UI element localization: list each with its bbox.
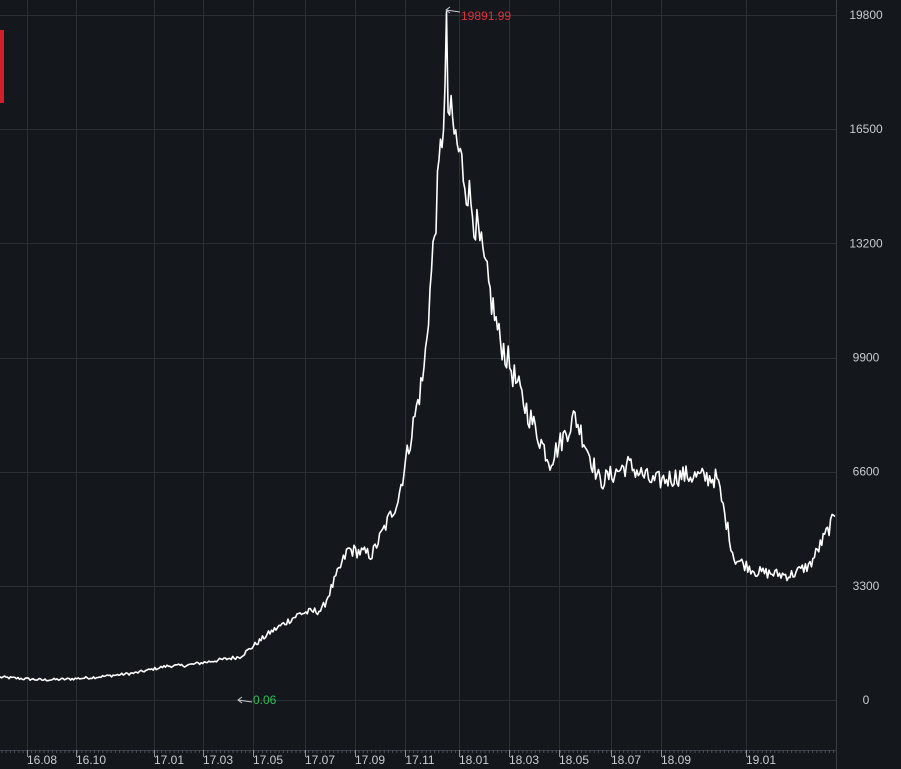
x-tick-label: 18.07 [611,753,641,767]
left-edge-indicator [0,30,4,103]
x-tick-label: 16.08 [27,753,57,767]
y-tick-label: 16500 [849,122,883,136]
x-tick-label: 18.01 [459,753,489,767]
max-annotation-arrow [445,6,461,14]
left-edge-marker [0,30,4,103]
series-layer [0,11,836,682]
series-line [0,11,836,682]
x-tick-label: 17.05 [253,753,283,767]
y-tick-label: 3300 [853,579,880,593]
y-tick-label: 6600 [853,465,880,479]
x-tick-label: 18.05 [559,753,589,767]
price-annotations: 19891.99 0.06 [237,6,511,707]
x-tick-label: 18.03 [509,753,539,767]
min-annotation-arrow [237,696,253,704]
x-tick-label: 17.01 [154,753,184,767]
grid-lines [0,0,837,769]
y-tick-label: 9900 [853,351,880,365]
x-tick-label: 18.09 [661,753,691,767]
y-tick-label: 0 [863,693,870,707]
y-tick-label: 19800 [849,8,883,22]
x-tick-label: 19.01 [746,753,776,767]
max-annotation-label: 19891.99 [461,9,511,23]
x-tick-label: 17.07 [305,753,335,767]
x-tick-label: 17.09 [355,753,385,767]
y-axis: 0 3300 6600 9900 13200 16500 19800 [849,8,883,707]
x-tick-label: 17.03 [203,753,233,767]
y-tick-label: 13200 [849,236,883,250]
min-annotation-label: 0.06 [253,693,277,707]
x-tick-label: 16.10 [76,753,106,767]
x-tick-label: 17.11 [405,753,434,767]
x-axis: 16.08 16.10 17.01 17.03 17.05 17.07 17.09 17.11… [0,750,836,767]
